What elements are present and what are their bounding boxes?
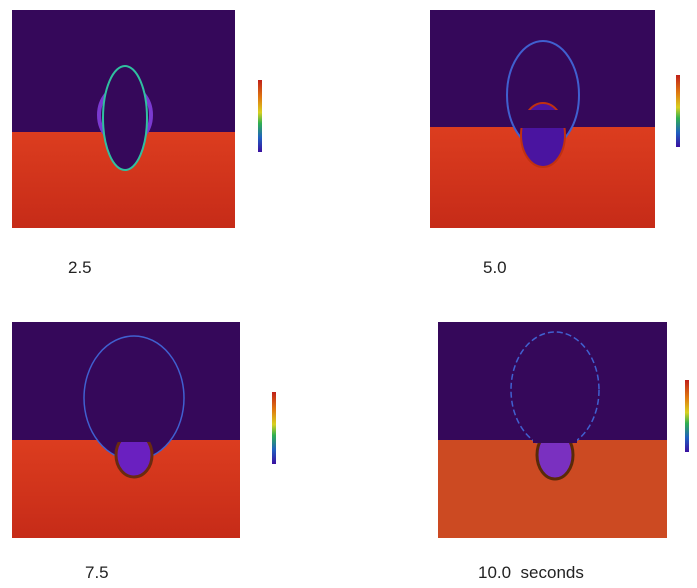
figure: 2.5 5.0 7.5 10.0 seconds: [0, 0, 697, 588]
caption: 5.0: [483, 258, 507, 278]
caption: 10.0 seconds: [478, 563, 584, 583]
panel-2: [430, 10, 680, 228]
panel-1: [12, 10, 262, 228]
panel-4: [438, 322, 689, 538]
panels: [0, 0, 697, 588]
panel-3: [12, 322, 276, 538]
caption: 7.5: [85, 563, 109, 583]
caption: 2.5: [68, 258, 92, 278]
